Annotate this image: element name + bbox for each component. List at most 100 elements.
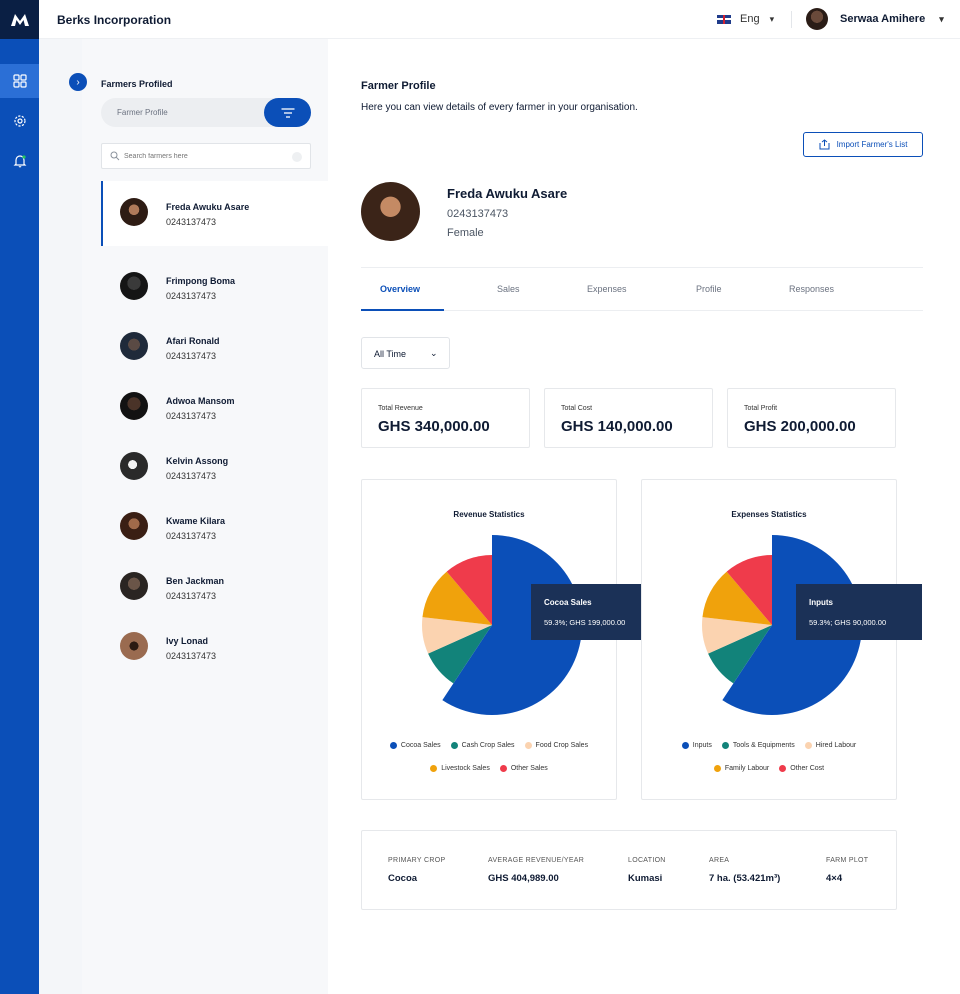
stat-label: Total Profit — [744, 405, 778, 412]
farmer-list-item[interactable]: Frimpong Boma 0243137473 — [101, 256, 328, 316]
legend-dot — [681, 742, 689, 749]
legend-item: Cocoa Sales — [389, 742, 441, 749]
legend-dot — [430, 765, 438, 772]
farmer-name: Adwoa Mansom — [166, 396, 235, 406]
stat-value: GHS 140,000.00 — [561, 418, 673, 435]
farmer-list-item[interactable]: Ben Jackman 0243137473 — [101, 556, 328, 616]
legend-item: Tools & Equipments — [721, 742, 795, 749]
detail-value: GHS 404,989.00 — [488, 873, 559, 884]
expenses-tooltip: Inputs 59.3%; GHS 90,000.00 — [796, 584, 922, 640]
settings-nav-button[interactable] — [0, 104, 39, 138]
expenses-legend-row-1: Inputs Tools & Equipments Hired Labour — [642, 742, 896, 749]
filter-button[interactable] — [264, 98, 311, 127]
period-value: All Time — [374, 349, 407, 359]
stat-value: GHS 200,000.00 — [744, 418, 856, 435]
left-rail — [0, 0, 39, 994]
user-avatar — [806, 8, 828, 30]
farmer-avatar — [120, 512, 148, 540]
dashboard-nav-button[interactable] — [0, 64, 39, 98]
pie-slice-inputs[interactable] — [722, 535, 862, 715]
legend-label: Other Sales — [510, 765, 548, 772]
detail-label: AVERAGE REVENUE/YEAR — [488, 857, 585, 864]
period-select[interactable]: All Time ⌄ — [361, 337, 450, 369]
tooltip-title: Cocoa Sales — [544, 598, 592, 607]
uk-flag-icon — [717, 14, 731, 24]
search-input[interactable] — [124, 149, 284, 164]
stat-label: Total Revenue — [378, 405, 423, 412]
pie-slice-other-cost[interactable] — [726, 555, 772, 625]
profile-phone: 0243137473 — [447, 208, 509, 220]
farmer-avatar — [120, 272, 148, 300]
farmer-list-item[interactable]: Afari Ronald 0243137473 — [101, 316, 328, 376]
notifications-nav-button[interactable] — [0, 144, 39, 178]
farmer-phone: 0243137473 — [166, 217, 217, 227]
legend-item: Inputs — [681, 742, 712, 749]
legend-label: Hired Labour — [815, 742, 857, 749]
pie-slice-cash-crop-sales[interactable] — [428, 625, 492, 684]
chevron-right-icon: › — [76, 76, 80, 88]
profile-avatar — [361, 182, 420, 241]
farmer-avatar — [120, 198, 148, 226]
filter-icon — [281, 107, 294, 118]
bell-icon — [13, 155, 26, 168]
pie-slice-tools-equipments[interactable] — [708, 625, 772, 684]
tab-sales[interactable]: Sales — [497, 284, 520, 294]
farmer-list-item[interactable]: Kelvin Assong 0243137473 — [101, 436, 328, 496]
farmer-name: Kelvin Assong — [166, 456, 229, 466]
chevron-down-icon: ▾ — [769, 13, 775, 24]
farmer-list-item[interactable]: Freda Awuku Asare 0243137473 — [101, 181, 328, 246]
filter-bar[interactable]: Farmer Profile — [101, 98, 311, 127]
revenue-legend-row-1: Cocoa Sales Cash Crop Sales Food Crop Sa… — [362, 742, 616, 749]
pie-slice-livestock-sales[interactable] — [422, 571, 492, 625]
language-selector[interactable]: Eng ▾ — [717, 13, 774, 25]
pie-slice-other-sales[interactable] — [446, 555, 492, 625]
import-farmers-button[interactable]: Import Farmer's List — [803, 132, 923, 157]
stat-label: Total Cost — [561, 405, 593, 412]
tab-overview[interactable]: Overview — [380, 284, 421, 294]
legend-dot — [721, 742, 729, 749]
legend-item: Food Crop Sales — [524, 742, 589, 749]
legend-label: Food Crop Sales — [535, 742, 589, 749]
legend-item: Hired Labour — [804, 742, 857, 749]
tab-profile[interactable]: Profile — [696, 284, 722, 294]
detail-label: AREA — [709, 857, 730, 864]
legend-dot — [713, 765, 721, 772]
legend-label: Livestock Sales — [441, 765, 490, 772]
clear-search-icon[interactable] — [292, 152, 302, 162]
farmer-name: Afari Ronald — [166, 336, 220, 346]
farmer-avatar — [120, 332, 148, 360]
tab-responses[interactable]: Responses — [789, 284, 835, 294]
search-box — [101, 143, 311, 169]
pie-slice-hired-labour[interactable] — [702, 617, 772, 654]
header-divider — [791, 11, 792, 28]
user-menu[interactable]: Serwaa Amihere ▾ — [806, 8, 944, 30]
pie-slice-cocoa-sales[interactable] — [442, 535, 582, 715]
revenue-pie-chart[interactable] — [407, 535, 582, 715]
tabs-divider-top — [361, 267, 923, 268]
profile-name: Freda Awuku Asare — [447, 186, 568, 201]
tabs-divider-bottom — [361, 310, 923, 311]
farmer-avatar — [120, 452, 148, 480]
legend-label: Family Labour — [724, 765, 770, 772]
farmer-phone: 0243137473 — [166, 291, 217, 301]
legend-item: Livestock Sales — [430, 765, 490, 772]
legend-dot — [499, 765, 507, 772]
tooltip-value: 59.3%; GHS 199,000.00 — [544, 618, 626, 627]
farmer-list-item[interactable]: Kwame Kilara 0243137473 — [101, 496, 328, 556]
legend-label: Inputs — [692, 742, 712, 749]
expenses-pie-chart[interactable] — [687, 535, 862, 715]
legend-dot — [804, 742, 812, 749]
collapse-sidebar-button[interactable]: › — [69, 73, 87, 91]
tab-expenses[interactable]: Expenses — [587, 284, 627, 294]
expenses-statistics-card: Expenses Statistics Inputs Tools & Equip… — [641, 479, 897, 800]
chevron-down-icon: ▾ — [939, 13, 944, 24]
expenses-chart-title: Expenses Statistics — [731, 510, 807, 519]
pie-slice-family-labour[interactable] — [702, 571, 772, 625]
farmer-list-item[interactable]: Ivy Lonad 0243137473 — [101, 616, 328, 676]
detail-value: Kumasi — [628, 873, 663, 884]
top-bar: Berks Incorporation Eng ▾ Serwaa Amihere… — [39, 0, 960, 39]
app-logo[interactable] — [0, 0, 39, 39]
pie-slice-food-crop-sales[interactable] — [422, 617, 492, 654]
farmer-list-item[interactable]: Adwoa Mansom 0243137473 — [101, 376, 328, 436]
detail-farm-plot: FARM PLOT 4×4 — [826, 857, 868, 884]
